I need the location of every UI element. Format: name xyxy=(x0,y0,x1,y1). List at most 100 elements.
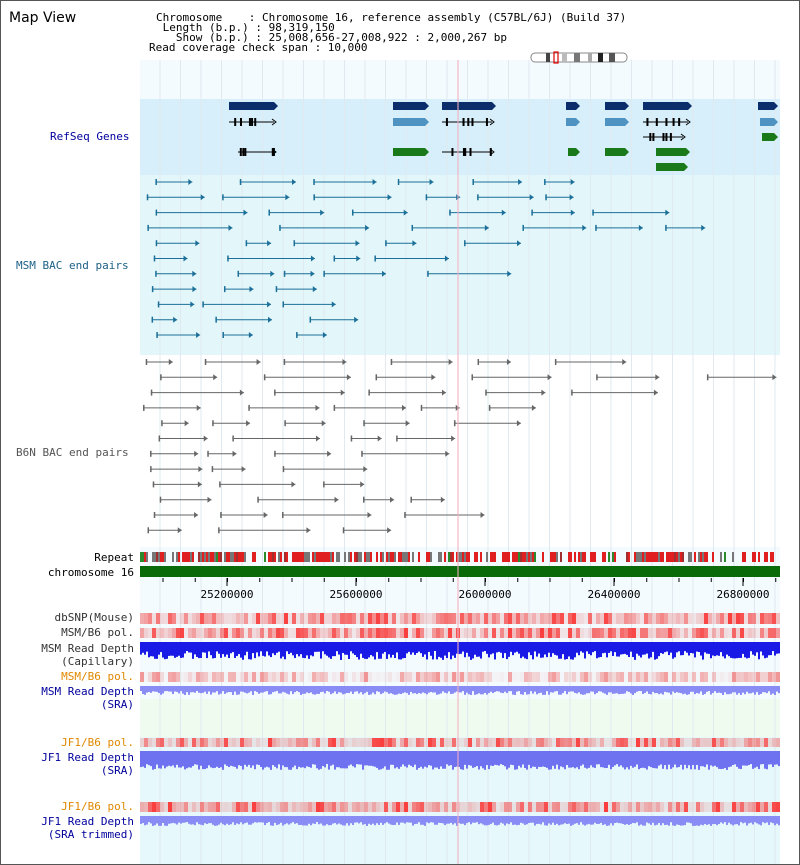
jf1-depth-sra-bar xyxy=(726,751,728,770)
track-label-refseq[interactable]: RefSeq Genes xyxy=(50,130,130,143)
jf1-depth-sra-bar xyxy=(616,751,618,765)
jf1-depth-trim-bar xyxy=(700,816,702,825)
jf1-depth-sra-bar xyxy=(524,751,526,769)
msm-depth-capillary-bar xyxy=(468,642,470,657)
track-label-msm-depth-sra[interactable]: MSM Read Depth xyxy=(41,685,134,698)
refseq-gene-models[interactable] xyxy=(229,102,778,171)
track-label-jf1-b6-pol-trim[interactable]: JF1/B6 pol. xyxy=(61,800,134,813)
jf1-depth-sra-bar xyxy=(730,751,732,767)
jf1-depth-sra-bar xyxy=(566,751,568,766)
msm-bac-pair-arrow xyxy=(355,240,360,247)
msm-depth-sra-bar xyxy=(428,686,430,693)
dbsnp-cell xyxy=(324,613,328,624)
msm-depth-sra-bar xyxy=(720,686,722,694)
msm-depth-sra-bar xyxy=(244,686,246,693)
dbsnp-cell xyxy=(336,613,340,624)
jf1-b6-pol-trim-cell xyxy=(640,802,644,812)
track-label-jf1-b6-pol[interactable]: JF1/B6 pol. xyxy=(61,736,134,749)
read-depth-tracks[interactable] xyxy=(140,642,780,826)
jf1-depth-sra-bar xyxy=(690,751,692,770)
msm-depth-sra-bar xyxy=(686,686,688,695)
msm-b6-pol-sra-cell xyxy=(576,672,580,682)
msm-depth-sra-bar xyxy=(236,686,238,695)
msm-b6-pol-cell xyxy=(532,628,536,638)
repeat-track[interactable] xyxy=(140,552,774,562)
msm-depth-capillary-bar xyxy=(220,642,222,658)
msm-depth-capillary-bar xyxy=(386,642,388,659)
dbsnp-cell xyxy=(288,613,292,624)
jf1-depth-sra-bar xyxy=(534,751,536,767)
repeat-segment xyxy=(648,552,650,562)
jf1-b6-pol-cell xyxy=(700,738,704,747)
track-label-msm-depth-capillary[interactable]: MSM Read Depth xyxy=(41,642,134,655)
jf1-depth-trim-bar xyxy=(188,816,190,824)
jf1-depth-trim-bar xyxy=(320,816,322,824)
jf1-depth-sra-bar xyxy=(356,751,358,765)
jf1-depth-trim-bar xyxy=(568,816,570,824)
jf1-b6-pol-trim-cell xyxy=(416,802,420,812)
jf1-b6-pol-cell xyxy=(716,738,720,747)
track-label-jf1-depth[interactable]: JF1 Read Depth xyxy=(41,751,134,764)
msm-depth-sra-bar xyxy=(638,686,640,692)
msm-bac-pair-arrow xyxy=(196,332,201,338)
track-label-repeat[interactable]: Repeat xyxy=(94,551,134,564)
msm-depth-capillary-bar xyxy=(770,642,772,656)
b6n-bac-end-pairs[interactable] xyxy=(143,359,777,534)
jf1-depth-sra-bar xyxy=(408,751,410,765)
jf1-depth-trim-bar xyxy=(236,816,238,824)
msm-depth-sra-bar xyxy=(622,686,624,694)
dbsnp-cell xyxy=(612,613,616,624)
jf1-depth-sra-bar xyxy=(376,751,378,768)
jf1-b6-pol-trim-cell xyxy=(248,802,252,812)
track-label-b6n-bac[interactable]: B6N BAC end pairs xyxy=(16,446,129,459)
dbsnp-cell xyxy=(660,613,664,624)
jf1-depth-sra-bar xyxy=(456,751,458,767)
msm-depth-capillary-bar xyxy=(704,642,706,653)
msm-depth-sra-bar xyxy=(772,686,774,694)
chromosome-ideogram[interactable] xyxy=(530,51,628,64)
msm-depth-capillary-bar xyxy=(344,642,346,655)
track-label-msm-b6-pol[interactable]: MSM/B6 pol. xyxy=(61,626,134,639)
msm-depth-capillary-bar xyxy=(616,642,618,657)
b6n-bac-pair-end xyxy=(323,481,325,488)
jf1-b6-pol-trim-cell xyxy=(544,802,548,812)
track-label-msm-b6-pol-sra[interactable]: MSM/B6 pol. xyxy=(61,670,134,683)
dbsnp-cell xyxy=(340,613,344,624)
msm-b6-pol-sra-cell xyxy=(736,672,740,682)
msm-depth-sra-bar xyxy=(188,686,190,695)
msm-depth-capillary-bar xyxy=(438,642,440,657)
repeat-segment xyxy=(412,552,414,562)
jf1-depth-trim-bar xyxy=(174,816,176,824)
chromosome-bar[interactable] xyxy=(140,566,780,577)
repeat-segment xyxy=(154,552,156,562)
jf1-depth-trim-bar xyxy=(410,816,412,823)
jf1-depth-sra-bar xyxy=(732,751,734,765)
heatmap-tracks[interactable] xyxy=(140,613,780,812)
msm-b6-pol-sra-cell xyxy=(236,672,240,682)
msm-b6-pol-cell xyxy=(736,628,740,638)
jf1-b6-pol-trim-cell xyxy=(700,802,704,812)
b6n-bac-pair-arrow xyxy=(203,435,208,442)
track-label-msm-bac[interactable]: MSM BAC end pairs xyxy=(16,259,129,272)
msm-b6-pol-cell xyxy=(400,628,404,638)
jf1-b6-pol-trim-cell xyxy=(220,802,224,812)
msm-b6-pol-cell xyxy=(220,628,224,638)
dbsnp-cell xyxy=(760,613,764,624)
track-label-jf1-depth-trim[interactable]: JF1 Read Depth xyxy=(41,815,134,828)
jf1-depth-sra-bar xyxy=(624,751,626,770)
msm-depth-sra-bar xyxy=(160,686,162,695)
msm-depth-sra-bar xyxy=(704,686,706,694)
jf1-depth-sra-bar xyxy=(464,751,466,765)
msm-bac-end-pairs[interactable] xyxy=(146,179,706,338)
jf1-depth-trim-bar xyxy=(426,816,428,823)
msm-depth-sra-bar xyxy=(776,686,778,692)
jf1-depth-trim-bar xyxy=(382,816,384,825)
msm-depth-capillary-bar xyxy=(430,642,432,656)
msm-b6-pol-cell xyxy=(472,628,476,638)
jf1-depth-sra-bar xyxy=(420,751,422,767)
msm-b6-pol-sra-cell xyxy=(468,672,472,682)
jf1-depth-trim-bar xyxy=(690,816,692,824)
dbsnp-cell xyxy=(420,613,424,624)
track-label-dbsnp[interactable]: dbSNP(Mouse) xyxy=(54,611,134,624)
